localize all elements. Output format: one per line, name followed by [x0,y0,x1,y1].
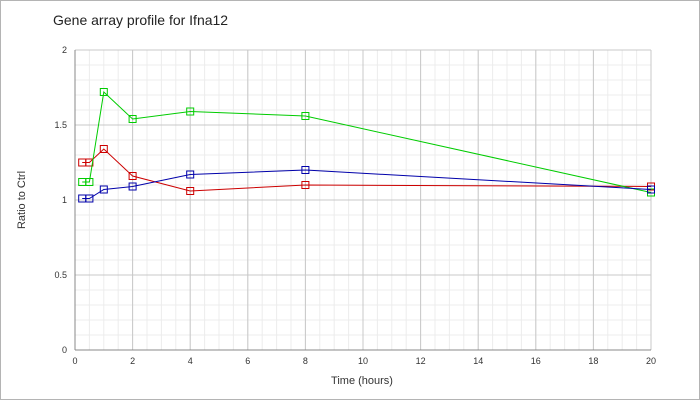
x-tick-label: 18 [588,356,598,366]
series-3 [78,166,655,203]
x-tick-label: 12 [416,356,426,366]
data-point-marker [99,88,108,96]
data-point-marker [128,115,137,123]
y-tick-label: 0 [62,345,67,355]
y-tick-label: 0.5 [54,270,67,280]
y-tick-label: 2 [62,45,67,55]
x-tick-label: 8 [303,356,308,366]
series-line [82,169,652,199]
series-line [82,90,652,193]
axes [74,50,651,351]
x-tick-label: 10 [358,356,368,366]
data-point-marker [186,187,195,195]
data-point-marker [186,107,195,116]
x-tick-label: 16 [531,356,541,366]
chart-title: Gene array profile for Ifna12 [53,12,229,28]
data-point-marker [99,145,108,153]
data-point-marker [85,194,94,203]
data-point-marker [128,182,137,191]
series-2 [78,88,655,197]
x-tick-label: 2 [130,356,135,366]
data-point-marker [301,181,310,189]
data-point-marker [647,185,655,194]
y-tick-labels: 0 0.5 1 1.5 2 [54,45,67,355]
x-axis-label: Time (hours) [331,375,393,387]
x-tick-label: 6 [245,356,250,366]
x-tick-label: 4 [188,356,193,366]
x-tick-labels: 0 2 4 6 8 10 12 14 16 18 20 [72,356,656,366]
data-point-marker [301,166,310,174]
x-tick-label: 14 [473,356,483,366]
data-point-marker [128,172,137,180]
series-group [78,88,655,203]
x-tick-label: 0 [72,356,77,366]
y-axis-label: Ratio to Ctrl [16,171,28,229]
y-tick-label: 1.5 [54,120,67,130]
data-point-marker [99,185,108,194]
data-point-marker [301,112,310,120]
data-point-marker [85,178,94,186]
x-tick-label: 20 [646,356,656,366]
y-tick-label: 1 [62,195,67,205]
series-line [82,148,652,192]
data-point-marker [186,170,195,179]
